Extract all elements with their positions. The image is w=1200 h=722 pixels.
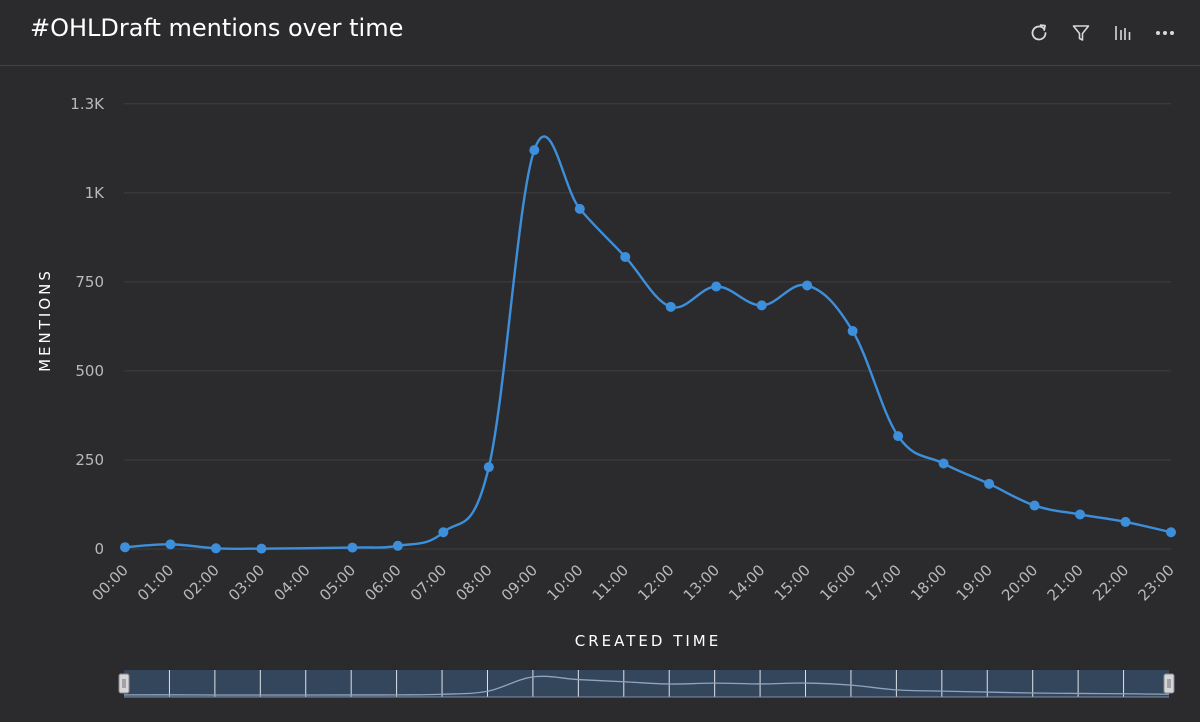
- x-tick-label: 01:00: [134, 561, 177, 604]
- data-points: [120, 145, 1176, 554]
- x-tick-label: 10:00: [543, 561, 586, 604]
- data-point[interactable]: [483, 462, 494, 473]
- data-point[interactable]: [438, 527, 449, 538]
- x-tick-label: 03:00: [225, 561, 268, 604]
- data-point[interactable]: [1166, 527, 1176, 538]
- x-tick-label: 12:00: [634, 561, 677, 604]
- refresh-button[interactable]: [1022, 18, 1056, 48]
- refresh-icon: [1031, 24, 1047, 41]
- data-point[interactable]: [756, 300, 767, 311]
- data-point[interactable]: [938, 458, 949, 469]
- data-point[interactable]: [574, 203, 585, 214]
- x-tick-label: 13:00: [680, 561, 723, 604]
- x-tick-label: 09:00: [498, 561, 541, 604]
- x-tick-label: 19:00: [953, 561, 996, 604]
- chart-type-button[interactable]: [1106, 18, 1140, 48]
- y-tick-label: 0: [94, 540, 104, 558]
- data-point[interactable]: [802, 280, 813, 291]
- x-tick-label: 21:00: [1044, 561, 1087, 604]
- navigator-handle-left[interactable]: [118, 673, 130, 694]
- data-point[interactable]: [893, 431, 904, 442]
- x-tick-label: 00:00: [89, 561, 132, 604]
- x-tick-label: 07:00: [407, 561, 450, 604]
- data-point[interactable]: [1075, 509, 1086, 520]
- y-tick-label: 750: [75, 273, 104, 291]
- x-tick-label: 15:00: [771, 561, 814, 604]
- x-tick-label: 14:00: [725, 561, 768, 604]
- data-point[interactable]: [1120, 516, 1131, 527]
- y-tick-label: 1K: [85, 184, 106, 202]
- more-button[interactable]: [1148, 18, 1182, 48]
- x-tick-label: 20:00: [998, 561, 1041, 604]
- y-tick-label: 1.3K: [70, 95, 105, 113]
- grid-lines: [124, 103, 1171, 550]
- x-tick-label: 04:00: [270, 561, 313, 604]
- x-tick-label: 22:00: [1089, 561, 1132, 604]
- filter-button[interactable]: [1064, 18, 1098, 48]
- data-point[interactable]: [347, 542, 358, 553]
- data-point[interactable]: [1029, 500, 1040, 511]
- filter-icon: [1072, 25, 1090, 41]
- x-tick-label: 05:00: [316, 561, 359, 604]
- y-tick-label: 500: [75, 362, 104, 380]
- y-axis-title: MENTIONS: [36, 268, 54, 372]
- data-point[interactable]: [665, 301, 676, 312]
- data-point[interactable]: [529, 145, 540, 156]
- x-tick-label: 23:00: [1135, 561, 1178, 604]
- data-point[interactable]: [711, 281, 722, 292]
- chart-title: #OHLDraft mentions over time: [30, 14, 404, 42]
- y-tick-label: 250: [75, 451, 104, 469]
- x-tick-label: 08:00: [452, 561, 495, 604]
- x-axis-ticks: 00:00 01:00 02:00 03:00 04:00 05:00 06:00 07:00…: [89, 561, 1178, 604]
- x-tick-label: 11:00: [589, 561, 632, 604]
- navigator-handle-right[interactable]: [1163, 673, 1175, 694]
- series-line[interactable]: [124, 135, 1172, 551]
- x-tick-label: 18:00: [907, 561, 950, 604]
- data-point[interactable]: [984, 478, 995, 489]
- data-point[interactable]: [620, 251, 631, 262]
- data-point[interactable]: [847, 326, 858, 337]
- data-point[interactable]: [165, 539, 176, 550]
- series-mentions[interactable]: [124, 135, 1172, 551]
- more-icon: [1156, 31, 1174, 35]
- data-point[interactable]: [256, 543, 267, 554]
- line-chart: 0 250 500 750 1K 1.3K 00:00 01:00 02:00 03:00 04:…: [36, 95, 1178, 698]
- x-tick-label: 02:00: [179, 561, 222, 604]
- data-point[interactable]: [210, 543, 221, 554]
- data-point[interactable]: [392, 540, 403, 551]
- x-tick-label: 06:00: [361, 561, 404, 604]
- range-navigator[interactable]: [118, 670, 1175, 698]
- y-axis-ticks: 0 250 500 750 1K 1.3K: [70, 95, 105, 558]
- x-tick-label: 17:00: [862, 561, 905, 604]
- panel-header: #OHLDraft mentions over time: [0, 0, 1200, 66]
- navigator-series: [123, 675, 1170, 696]
- chart-type-icon: [1115, 26, 1131, 40]
- data-point[interactable]: [120, 542, 130, 553]
- chart-toolbar: [1022, 18, 1182, 48]
- x-axis-title: CREATED TIME: [575, 632, 721, 650]
- x-tick-label: 16:00: [816, 561, 859, 604]
